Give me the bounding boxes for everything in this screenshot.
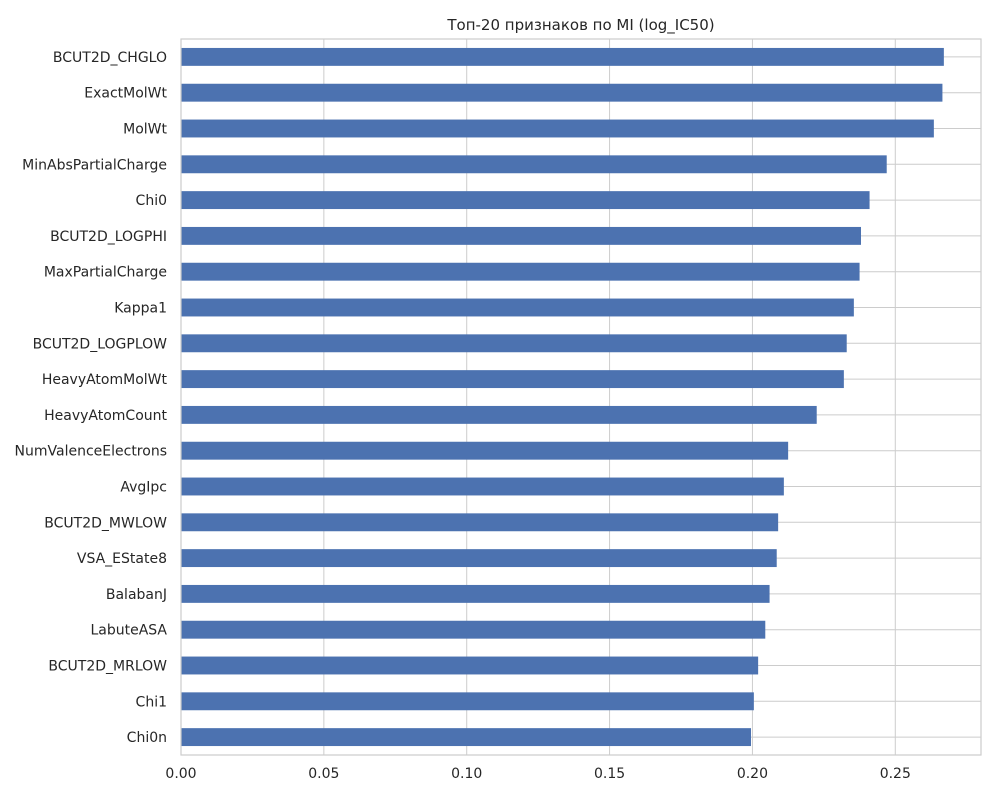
bar-bcut2d_mrlow	[181, 656, 759, 675]
y-tick-label: MolWt	[123, 122, 167, 138]
x-tick-label: 0.10	[451, 766, 482, 782]
bar-bcut2d_mwlow	[181, 513, 779, 532]
y-tick-label: BCUT2D_MWLOW	[44, 515, 167, 531]
y-tick-label: MaxPartialCharge	[44, 265, 167, 281]
bar-balabanj	[181, 584, 770, 603]
bar-numvalenceelectrons	[181, 441, 789, 460]
bar-chi0	[181, 191, 870, 210]
grid-lines	[181, 39, 981, 755]
y-tick-label: NumValenceElectrons	[15, 444, 167, 460]
bar-chi1	[181, 692, 754, 711]
bar-heavyatomcount	[181, 405, 817, 424]
bar-bcut2d_logplow	[181, 334, 847, 353]
plot-frame	[180, 38, 982, 756]
y-tick-label: Chi1	[136, 694, 167, 710]
bar-molwt	[181, 119, 934, 138]
y-tick-label: BCUT2D_MRLOW	[48, 659, 167, 675]
y-tick-label: ExactMolWt	[84, 86, 167, 102]
x-tick-label: 0.15	[594, 766, 625, 782]
bar-vsa_estate8	[181, 549, 777, 568]
bar-avgipc	[181, 477, 784, 496]
y-tick-label: Chi0	[136, 193, 167, 209]
y-tick-label: BCUT2D_LOGPHI	[50, 229, 167, 245]
y-tick-label: BCUT2D_CHGLO	[53, 50, 167, 66]
y-tick-label: LabuteASA	[90, 623, 167, 639]
x-tick-label: 0.20	[737, 766, 768, 782]
y-tick-label: Chi0n	[127, 730, 167, 746]
chart-title: Топ-20 признаков по MI (log_IC50)	[446, 16, 714, 35]
x-tick-label: 0.25	[880, 766, 911, 782]
bar-maxpartialcharge	[181, 262, 860, 281]
y-tick-label: MinAbsPartialCharge	[22, 157, 167, 173]
bars	[181, 47, 944, 747]
bar-chi0n	[181, 728, 751, 747]
y-tick-label: BalabanJ	[106, 587, 167, 603]
bar-bcut2d_logphi	[181, 226, 861, 245]
y-tick-label: AvgIpc	[120, 480, 167, 496]
bar-kappa1	[181, 298, 854, 317]
y-tick-label: VSA_EState8	[77, 551, 167, 567]
y-tick-label: Kappa1	[114, 301, 167, 317]
x-tick-label: 0.00	[165, 766, 196, 782]
x-tick-labels: 0.00 0.05 0.10 0.15 0.20 0.25	[165, 766, 910, 782]
bar-exactmolwt	[181, 83, 943, 102]
y-tick-labels: BCUT2D_CHGLO ExactMolWt MolWt MinAbsPartial…	[15, 50, 168, 746]
bar-labuteasa	[181, 620, 766, 639]
bar-bcut2d_chglo	[181, 47, 944, 66]
x-tick-label: 0.05	[308, 766, 339, 782]
bar-minabspartialcharge	[181, 155, 887, 174]
y-tick-label: HeavyAtomCount	[44, 408, 167, 424]
y-tick-label: BCUT2D_LOGPLOW	[33, 336, 168, 352]
y-tick-label: HeavyAtomMolWt	[42, 372, 168, 388]
bar-heavyatommolwt	[181, 370, 844, 389]
